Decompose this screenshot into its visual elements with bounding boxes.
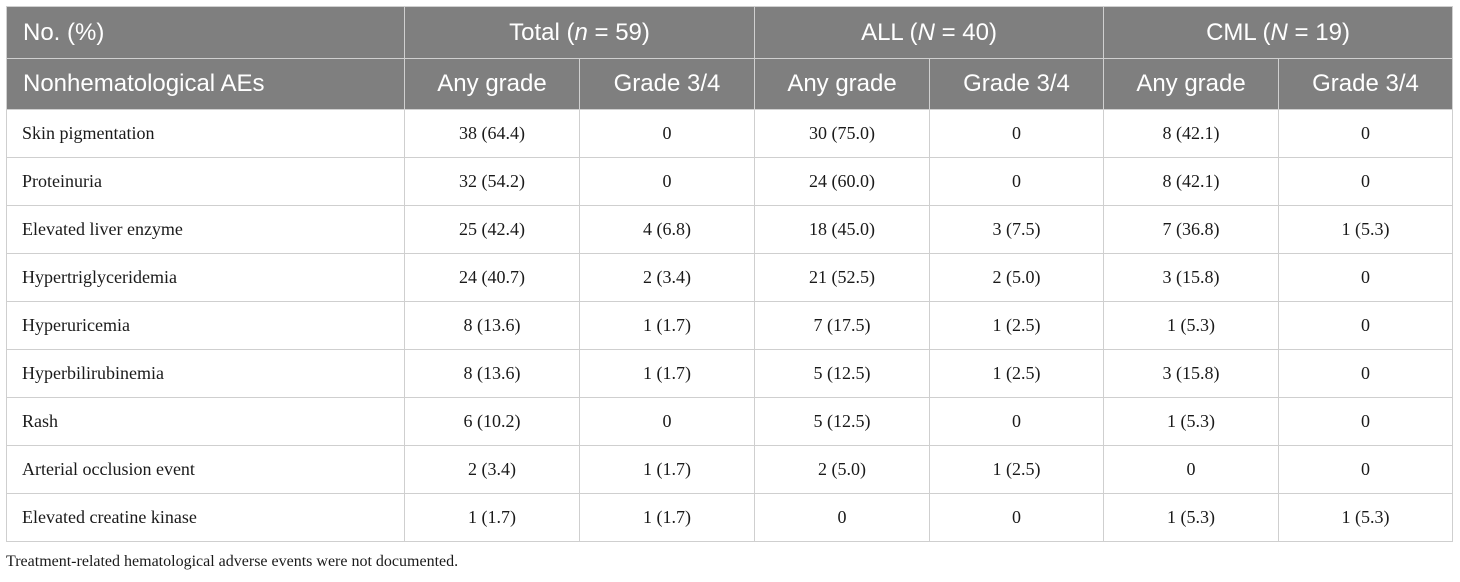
value-cell: 8 (13.6) [404, 349, 580, 398]
value-cell: 0 [578, 157, 756, 206]
adverse-events-table: No. (%) Total (n = 59) ALL (N = 40) CML … [6, 6, 1454, 542]
table-row: Elevated liver enzyme 25 (42.4) 4 (6.8) 18 … [6, 205, 1454, 254]
value-cell: 0 [1103, 445, 1280, 494]
value-cell: 4 (6.8) [578, 205, 756, 254]
value-cell: 3 (15.8) [1103, 349, 1280, 398]
table-row: Elevated creatine kinase 1 (1.7) 1 (1.7) 0 0… [6, 493, 1454, 542]
value-cell: 24 (40.7) [404, 253, 580, 302]
table-header: No. (%) Total (n = 59) ALL (N = 40) CML … [6, 6, 1454, 110]
value-cell: 1 (5.3) [1278, 205, 1454, 254]
value-cell: 6 (10.2) [404, 397, 580, 446]
ae-name-cell: Hyperbilirubinemia [6, 349, 405, 398]
header-grade-cell: Any grade [404, 58, 580, 110]
value-cell: 0 [1278, 109, 1454, 158]
header-grade-cell: Grade 3/4 [1278, 58, 1454, 110]
value-cell: 3 (7.5) [929, 205, 1105, 254]
value-cell: 18 (45.0) [754, 205, 931, 254]
value-cell: 0 [929, 109, 1105, 158]
value-cell: 25 (42.4) [404, 205, 580, 254]
value-cell: 0 [1278, 445, 1454, 494]
value-cell: 2 (5.0) [929, 253, 1105, 302]
value-cell: 7 (36.8) [1103, 205, 1280, 254]
header-all-group: ALL (N = 40) [754, 6, 1105, 59]
header-grade-cell: Grade 3/4 [578, 58, 756, 110]
value-cell: 8 (13.6) [404, 301, 580, 350]
value-cell: 1 (1.7) [578, 493, 756, 542]
value-cell: 21 (52.5) [754, 253, 931, 302]
value-cell: 24 (60.0) [754, 157, 931, 206]
ae-name-cell: Elevated liver enzyme [6, 205, 405, 254]
table-row: Arterial occlusion event 2 (3.4) 1 (1.7) 2 … [6, 445, 1454, 494]
value-cell: 2 (5.0) [754, 445, 931, 494]
value-cell: 1 (2.5) [929, 349, 1105, 398]
table-row: Hypertriglyceridemia 24 (40.7) 2 (3.4) 21 (… [6, 253, 1454, 302]
value-cell: 0 [754, 493, 931, 542]
value-cell: 1 (2.5) [929, 445, 1105, 494]
value-cell: 1 (1.7) [578, 301, 756, 350]
value-cell: 1 (2.5) [929, 301, 1105, 350]
ae-name-cell: Proteinuria [6, 157, 405, 206]
value-cell: 0 [929, 397, 1105, 446]
ae-name-cell: Arterial occlusion event [6, 445, 405, 494]
value-cell: 38 (64.4) [404, 109, 580, 158]
value-cell: 32 (54.2) [404, 157, 580, 206]
header-row-grades: Nonhematological AEs Any grade Grade 3/4… [6, 58, 1454, 110]
value-cell: 5 (12.5) [754, 397, 931, 446]
value-cell: 8 (42.1) [1103, 157, 1280, 206]
table-row: Hyperbilirubinemia 8 (13.6) 1 (1.7) 5 (12.5… [6, 349, 1454, 398]
ae-name-cell: Elevated creatine kinase [6, 493, 405, 542]
value-cell: 1 (1.7) [404, 493, 580, 542]
header-unit-cell: No. (%) [6, 6, 405, 59]
header-grade-cell: Grade 3/4 [929, 58, 1105, 110]
value-cell: 0 [1278, 301, 1454, 350]
value-cell: 0 [578, 397, 756, 446]
value-cell: 30 (75.0) [754, 109, 931, 158]
value-cell: 8 (42.1) [1103, 109, 1280, 158]
value-cell: 0 [1278, 157, 1454, 206]
ae-name-cell: Rash [6, 397, 405, 446]
value-cell: 1 (5.3) [1103, 397, 1280, 446]
value-cell: 2 (3.4) [578, 253, 756, 302]
value-cell: 0 [929, 493, 1105, 542]
value-cell: 3 (15.8) [1103, 253, 1280, 302]
value-cell: 1 (5.3) [1103, 301, 1280, 350]
value-cell: 0 [578, 109, 756, 158]
table-body: Skin pigmentation 38 (64.4) 0 30 (75.0) 0 8 (… [6, 109, 1454, 542]
value-cell: 1 (1.7) [578, 445, 756, 494]
value-cell: 0 [1278, 397, 1454, 446]
table-footnote: Treatment-related hematological adverse … [6, 553, 459, 570]
value-cell: 1 (5.3) [1278, 493, 1454, 542]
ae-name-cell: Hypertriglyceridemia [6, 253, 405, 302]
header-grade-cell: Any grade [754, 58, 931, 110]
header-total-group: Total (n = 59) [403, 6, 756, 59]
ae-name-cell: Hyperuricemia [6, 301, 405, 350]
table-row: Proteinuria 32 (54.2) 0 24 (60.0) 0 8 (42.1) 0 [6, 157, 1454, 206]
header-cml-group: CML (N = 19) [1103, 6, 1454, 59]
value-cell: 0 [1278, 253, 1454, 302]
value-cell: 1 (1.7) [578, 349, 756, 398]
value-cell: 2 (3.4) [404, 445, 580, 494]
value-cell: 0 [1278, 349, 1454, 398]
ae-name-cell: Skin pigmentation [6, 109, 405, 158]
value-cell: 1 (5.3) [1103, 493, 1280, 542]
value-cell: 7 (17.5) [754, 301, 931, 350]
table-row: Hyperuricemia 8 (13.6) 1 (1.7) 7 (17.5) 1 (2… [6, 301, 1454, 350]
value-cell: 5 (12.5) [754, 349, 931, 398]
table-row: Skin pigmentation 38 (64.4) 0 30 (75.0) 0 8 (… [6, 109, 1454, 158]
table-row: Rash 6 (10.2) 0 5 (12.5) 0 1 (5.3) 0 [6, 397, 1454, 446]
header-row-groups: No. (%) Total (n = 59) ALL (N = 40) CML … [6, 6, 1454, 59]
header-ae-label: Nonhematological AEs [6, 58, 405, 110]
value-cell: 0 [929, 157, 1105, 206]
header-grade-cell: Any grade [1103, 58, 1280, 110]
